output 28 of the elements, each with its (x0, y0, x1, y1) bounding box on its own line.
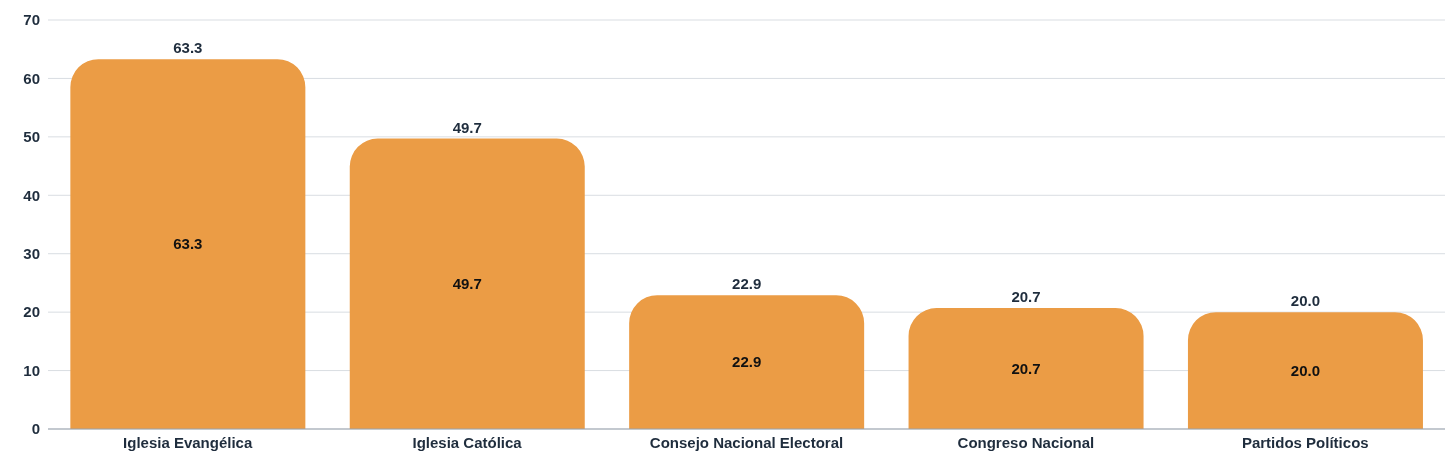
data-label: 63.3 (173, 39, 203, 57)
bar (908, 308, 1144, 429)
y-tick-label: 70 (23, 11, 40, 29)
y-tick-label: 0 (31, 420, 40, 438)
data-label: 49.7 (452, 118, 482, 136)
y-tick-label: 40 (23, 186, 40, 204)
y-tick-label: 30 (23, 245, 40, 263)
x-tick-label: Congreso Nacional (957, 433, 1095, 451)
bar (1187, 312, 1423, 429)
x-tick-label: Iglesia Evangélica (123, 433, 253, 451)
data-label: 22.9 (732, 275, 762, 293)
text: 22.9 (732, 353, 762, 371)
text: 49.7 (452, 275, 482, 293)
x-tick-label: Partidos Políticos (1241, 433, 1369, 451)
text: 63.3 (173, 235, 203, 253)
y-tick-label: 20 (23, 303, 40, 321)
bar (629, 295, 865, 429)
y-tick-label: 60 (23, 69, 40, 87)
bar (349, 138, 585, 429)
y-tick-label: 50 (23, 128, 40, 146)
x-tick-label: Iglesia Católica (412, 433, 523, 451)
data-label: 20.0 (1290, 292, 1321, 310)
bar (70, 59, 306, 429)
data-label: 20.7 (1011, 288, 1041, 306)
x-tick-label: Consejo Nacional Electoral (649, 433, 844, 451)
text: 20.7 (1011, 359, 1041, 377)
y-tick-label: 10 (23, 361, 40, 379)
text: 20.0 (1290, 361, 1321, 379)
